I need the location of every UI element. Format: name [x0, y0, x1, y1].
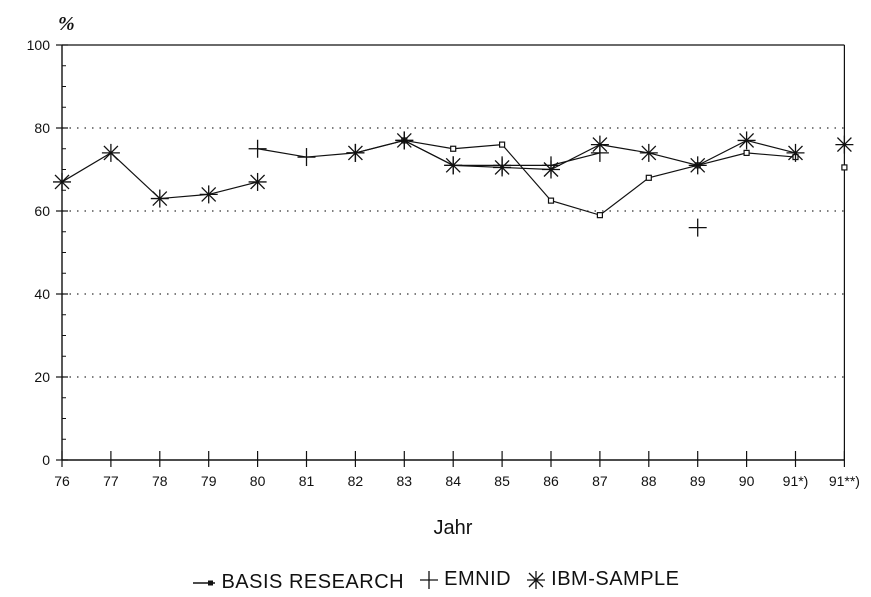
data-point-plus — [688, 218, 707, 237]
data-point-asterisk — [542, 160, 560, 179]
legend-label: BASIS RESEARCH — [221, 571, 405, 593]
data-point-asterisk — [639, 143, 658, 162]
x-tick-label: 79 — [201, 473, 217, 489]
data-point-asterisk — [737, 131, 756, 150]
data-point-plus — [248, 139, 267, 158]
series-lines — [53, 131, 854, 237]
legend-item-ibm-sample: IBM-SAMPLE — [525, 568, 679, 591]
asterisk-stroke — [396, 132, 412, 148]
data-point-asterisk — [786, 143, 805, 162]
data-point-square — [450, 145, 457, 152]
asterisk-marker-icon — [527, 570, 546, 589]
x-tick-label: 85 — [494, 473, 510, 489]
x-tick-label: 86 — [543, 473, 559, 489]
asterisk-stroke — [592, 137, 608, 153]
asterisk-stroke — [641, 145, 657, 161]
series-basis-research — [401, 137, 848, 219]
x-axis-label: Jahr — [434, 517, 473, 539]
data-point-asterisk — [53, 172, 71, 191]
data-point-asterisk — [150, 189, 169, 208]
series-line — [355, 139, 796, 171]
data-point-square — [645, 174, 652, 181]
asterisk-stroke — [152, 191, 168, 207]
data-point-asterisk — [688, 156, 707, 175]
axes — [56, 44, 846, 467]
x-tick-label: 77 — [103, 473, 119, 489]
x-tick-label: 83 — [397, 473, 413, 489]
asterisk-stroke — [690, 157, 706, 173]
data-point-asterisk — [493, 158, 512, 177]
asterisk-stroke — [103, 145, 119, 161]
legend-label: EMNID — [444, 568, 512, 590]
asterisk-stroke — [54, 174, 70, 190]
x-tick-label: 91*) — [783, 473, 809, 489]
series-ibm-sample — [53, 131, 854, 208]
x-tick-label: 88 — [641, 473, 657, 489]
x-tick-label: 90 — [739, 473, 755, 489]
x-tick-label: 82 — [348, 473, 364, 489]
data-point-asterisk — [101, 143, 120, 162]
x-tick-label: 80 — [250, 473, 266, 489]
data-point-asterisk — [395, 131, 414, 150]
data-point-square — [841, 164, 848, 171]
data-point-asterisk — [199, 185, 218, 204]
asterisk-stroke — [543, 162, 559, 177]
data-point-square — [499, 141, 506, 148]
legend-item-emnid: EMNID — [418, 568, 511, 591]
data-point-asterisk — [346, 143, 365, 162]
y-tick-label: 0 — [42, 452, 50, 468]
asterisk-stroke — [788, 145, 803, 161]
x-tick-label: 84 — [445, 473, 461, 489]
y-tick-label: 60 — [34, 203, 50, 219]
legend-label: IBM-SAMPLE — [551, 568, 680, 590]
data-point-asterisk — [248, 172, 267, 191]
data-point-asterisk — [590, 135, 609, 154]
asterisk-stroke — [739, 132, 755, 148]
square-marker-icon — [193, 580, 216, 585]
legend-item-basis-research: BASIS RESEARCH — [191, 571, 404, 594]
data-point-asterisk — [835, 135, 854, 154]
asterisk-stroke — [347, 145, 363, 161]
y-tick-label: 80 — [34, 120, 50, 136]
line-chart: 0 20 40 60 80 100 76 77 78 79 80 81 82 83 84 85 86 87 88 89… — [27, 13, 860, 539]
x-tick-label: 89 — [690, 473, 706, 489]
y-axis-label: % — [58, 13, 75, 35]
x-tick-label: 91**) — [829, 473, 860, 489]
legend: BASIS RESEARCH EMNID IBM-SAMPLE — [0, 568, 871, 596]
x-tick-label: 78 — [152, 473, 168, 489]
y-tick-label: 40 — [34, 286, 50, 302]
y-tick-label: 100 — [27, 37, 51, 53]
asterisk-stroke — [201, 186, 217, 202]
x-tick-label: 87 — [592, 473, 608, 489]
data-point-square — [743, 149, 750, 156]
tick-labels: 0 20 40 60 80 100 76 77 78 79 80 81 82 83 84 85 86 87 88 89… — [27, 37, 860, 489]
asterisk-stroke — [494, 159, 510, 175]
data-point-asterisk — [444, 156, 463, 175]
data-point-plus — [297, 148, 316, 167]
data-point-square — [596, 212, 604, 219]
plus-marker-icon — [420, 570, 439, 589]
asterisk-stroke — [836, 137, 852, 153]
gridlines — [62, 127, 845, 378]
y-tick-label: 20 — [34, 369, 50, 385]
x-tick-label: 76 — [54, 473, 70, 489]
asterisk-stroke — [445, 157, 461, 173]
x-tick-label: 81 — [299, 473, 315, 489]
data-point-square — [547, 197, 555, 204]
asterisk-stroke — [250, 174, 266, 190]
